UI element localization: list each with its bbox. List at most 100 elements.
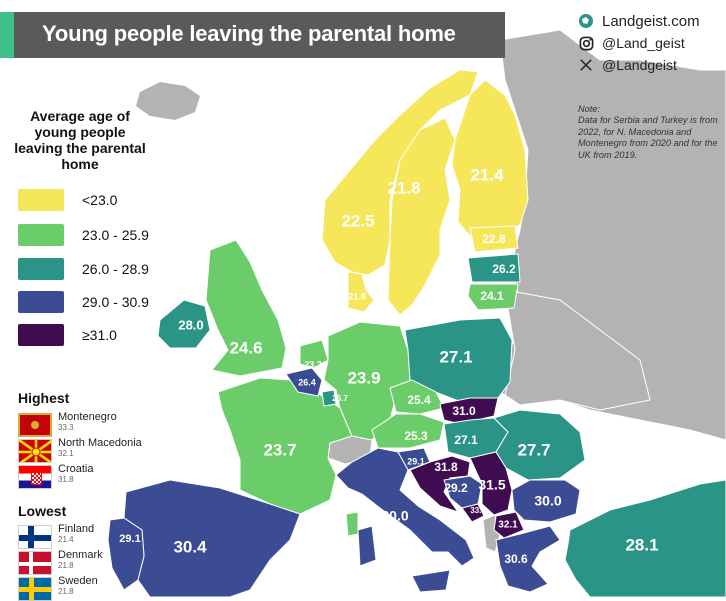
luxembourg-value-label: 26.7 [332,394,348,403]
legend-item: <23.0 [18,189,117,211]
highest-country: Montenegro [58,411,117,423]
norway-value-label: 22.5 [341,211,374,230]
czechia-value-label: 25.4 [407,393,431,407]
netherlands-region [299,339,329,369]
legend-label: <23.0 [82,192,118,208]
highest-country: Croatia [58,463,94,475]
legend-swatch [18,258,64,280]
belgium-value-label: 26.4 [298,377,316,387]
sweden-flag-icon [18,577,52,601]
slovakia-region [439,397,499,425]
legend-label: 23.0 - 25.9 [82,227,149,243]
greece-region [495,525,561,593]
turkey-region [564,479,726,597]
greece-value-label: 30.6 [504,552,528,566]
ireland-region [157,299,211,349]
denmark-value-label: 21.8 [348,291,366,301]
germany-value-label: 23.9 [347,368,380,387]
title-bar: Young people leaving the parental home [0,12,505,58]
denmark-flag-icon [18,551,52,575]
globe-icon [578,13,594,29]
italy-region [335,447,475,567]
latvia-region [467,253,521,283]
note: Note: Data for Serbia and Turkey is from… [578,104,720,161]
montenegro-region [461,503,485,523]
croatia-flag-icon [18,465,52,489]
austria-value-label: 25.3 [404,429,428,443]
estonia-value-label: 22.8 [482,232,506,246]
brand-instagram[interactable]: @Land_geist [602,35,685,51]
legend-swatch [18,189,64,211]
finland-region [451,79,529,237]
lowest-country: Sweden [58,575,98,587]
latvia-value-label: 26.2 [492,262,516,276]
netherlands-value-label: 23.2 [304,359,322,369]
highest-item: North Macedonia 32.1 [18,437,142,463]
brand-site[interactable]: Landgeist.com [602,12,700,30]
montenegro-flag-icon [18,413,52,437]
montenegro-value-label: 33.3 [470,506,486,515]
portugal-region [107,517,145,591]
serbia-value-label: 31.5 [478,477,505,493]
italy-value-label: 30.0 [381,508,408,524]
highest-country: North Macedonia [58,437,142,449]
sweden-value-label: 21.8 [387,178,420,197]
legend-label: 29.0 - 30.9 [82,294,149,310]
lowest-value: 21.8 [58,587,74,596]
note-text: Data for Serbia and Turkey is from 2022,… [578,115,718,160]
page-title: Young people leaving the parental home [42,21,456,46]
legend-swatch [18,291,64,313]
legend-title: Average age of young people leaving the … [14,108,146,172]
estonia-region [469,225,519,253]
bulgaria-region [511,479,581,523]
north-macedonia-value-label: 32.1 [498,520,518,531]
branding: Landgeist.com @Land_geist @Landgeist [578,10,700,76]
lowest-country: Denmark [58,549,103,561]
legend-item: 29.0 - 30.9 [18,291,149,313]
lowest-item: Denmark 21.8 [18,549,103,575]
ireland-value-label: 28.0 [178,317,203,332]
highest-title: Highest [18,390,70,406]
lowest-country: Finland [58,523,95,535]
highest-item: Croatia 31.8 [18,463,93,489]
legend-item: 26.0 - 28.9 [18,258,149,280]
romania-region [493,409,586,481]
legend-label: ≥31.0 [82,327,117,343]
luxembourg-region [321,389,337,407]
note-heading: Note: [578,104,600,114]
croatia-value-label: 31.8 [434,460,458,474]
denmark-region [347,271,375,313]
bosnia-value-label: 29.2 [444,481,468,495]
map-value-labels: 22.5 21.8 21.4 22.8 26.2 24.1 21.8 28.0 … [119,165,658,566]
slovakia-value-label: 31.0 [452,404,476,418]
uk-value-label: 24.6 [229,338,262,357]
romania-value-label: 27.7 [517,440,550,459]
lowest-item: Sweden 21.8 [18,575,98,601]
legend-swatch [18,224,64,246]
highest-value: 31.8 [58,475,74,484]
legend-item: ≥31.0 [18,324,117,346]
belgium-region [285,367,323,397]
brand-x[interactable]: @Landgeist [602,57,677,73]
austria-region [371,413,445,449]
north-macedonia-region [493,511,525,539]
highest-value: 33.3 [58,423,74,432]
highest-value: 32.1 [58,449,74,458]
legend-item: 23.0 - 25.9 [18,224,149,246]
lowest-value: 21.8 [58,561,74,570]
sweden-region [387,117,456,316]
france-value-label: 23.7 [263,440,296,459]
lowest-title: Lowest [18,503,67,519]
instagram-icon [578,35,594,51]
finland-flag-icon [18,525,52,549]
lowest-value: 21.4 [58,535,74,544]
serbia-region [469,451,513,516]
x-icon [578,57,594,73]
hungary-value-label: 27.1 [454,433,478,447]
greenland-iceland-land [136,82,200,120]
lithuania-value-label: 24.1 [480,289,504,303]
portugal-value-label: 29.1 [119,533,140,545]
uk-region [205,239,287,377]
finland-value-label: 21.4 [470,165,504,184]
